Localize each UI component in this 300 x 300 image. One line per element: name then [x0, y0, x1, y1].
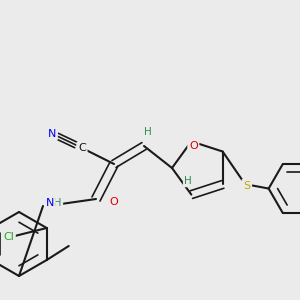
Text: Cl: Cl: [3, 232, 14, 242]
Text: H: H: [184, 176, 192, 186]
Text: O: O: [189, 141, 198, 152]
Text: H: H: [144, 127, 152, 137]
Text: H: H: [54, 198, 62, 208]
Text: N: N: [46, 198, 54, 208]
Text: O: O: [110, 197, 118, 207]
Text: S: S: [243, 181, 250, 190]
Text: C: C: [78, 143, 86, 153]
Text: N: N: [48, 129, 56, 139]
